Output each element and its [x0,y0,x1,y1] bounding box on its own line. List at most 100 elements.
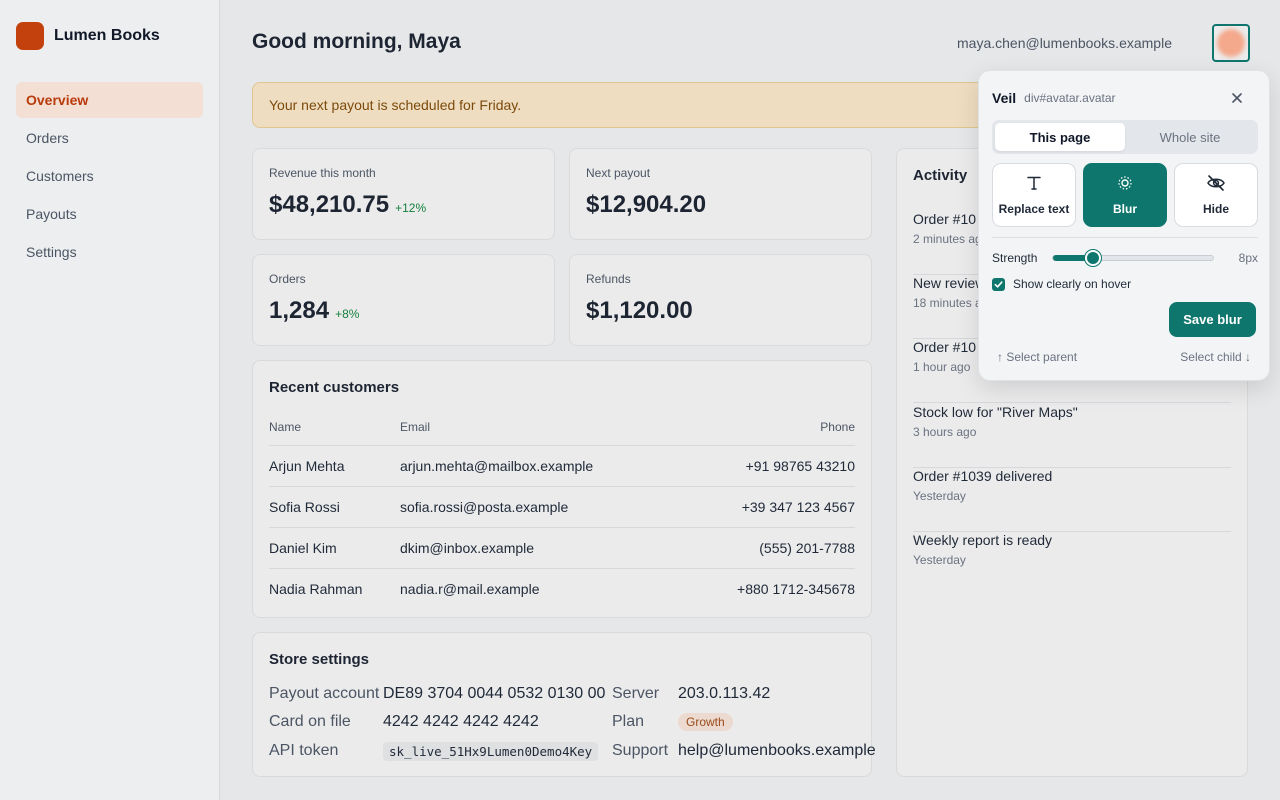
activity-title: Order #10 [913,339,977,355]
activity-item[interactable]: New review 18 minutes ago [913,275,1231,339]
stat-label: Orders [269,272,306,286]
activity-item[interactable]: Weekly report is ready Yesterday [913,532,1231,596]
checkbox-checked[interactable] [992,277,1005,291]
activity-item[interactable]: Order #10 1 hour ago [913,339,1231,403]
table-row[interactable]: Daniel Kim dkim@inbox.example (555) 201-… [269,527,855,569]
save-blur-button[interactable]: Save blur [1169,302,1256,337]
stat-delta: +12% [395,201,427,215]
customer-phone: (555) 201-7788 [682,527,855,569]
user-email: maya.chen@lumenbooks.example [957,35,1172,51]
setting-value-card: 4242 4242 4242 4242 [383,713,539,730]
plan-badge: Growth [678,713,733,731]
recent-customers-card: Recent customers Name Email Phone Arjun … [252,360,872,618]
activity-title: New review [913,275,986,291]
customer-phone: +39 347 123 4567 [682,486,855,528]
sidebar-item-payouts[interactable]: Payouts [26,206,77,222]
section-title: Activity [913,167,968,184]
select-child-button[interactable]: Select child ↓ [1180,350,1251,364]
avatar[interactable] [1212,24,1250,62]
activity-item[interactable]: Order #1039 delivered Yesterday [913,468,1231,532]
strength-slider[interactable] [1052,250,1214,266]
brand[interactable]: Lumen Books [16,22,203,50]
customer-email: dkim@inbox.example [400,527,683,569]
activity-item[interactable]: Stock low for "River Maps" 3 hours ago [913,404,1231,468]
mode-blur-button[interactable]: Blur [1083,163,1167,227]
mode-selector: Replace text Blur Hide [992,163,1258,227]
select-parent-button[interactable]: ↑ Select parent [997,350,1078,364]
activity-time: Yesterday [913,489,966,503]
mode-label: Replace text [998,202,1070,216]
table-row[interactable]: Arjun Mehta arjun.mehta@mailbox.example … [269,445,855,487]
sidebar-item-orders[interactable]: Orders [26,130,69,146]
customer-email: arjun.mehta@mailbox.example [400,445,683,487]
mode-label: Blur [1113,202,1137,216]
customer-name: Arjun Mehta [269,445,400,487]
api-token-value[interactable]: sk_live_51Hx9Lumen0Demo4Key [383,741,599,761]
column-header-name[interactable]: Name [269,409,400,446]
sidebar-nav: Overview Orders Customers Payouts Settin… [16,82,203,270]
mode-hide-button[interactable]: Hide [1174,163,1258,227]
stat-label: Next payout [586,166,651,180]
scope-tab-this-page[interactable]: This page [995,123,1125,151]
stat-number: $1,120.00 [586,297,693,324]
activity-title: Order #1039 delivered [913,468,1053,484]
column-header-phone[interactable]: Phone [682,409,855,446]
stat-label: Refunds [586,272,631,286]
customer-phone: +91 98765 43210 [682,445,855,487]
sidebar-item-settings[interactable]: Settings [26,244,77,260]
stat-value: $1,120.00 [586,297,693,325]
setting-row-server: Server 203.0.113.42 [612,683,770,705]
stat-value: $12,904.20 [586,191,706,219]
activity-title: Weekly report is ready [913,532,1053,548]
stat-number: $48,210.75 [269,191,390,218]
show-on-hover-option[interactable]: Show clearly on hover [992,276,1131,292]
setting-value-server: 203.0.113.42 [678,685,771,702]
section-title: Recent customers [269,379,400,396]
sidebar-item-customers[interactable]: Customers [26,168,94,184]
setting-value-support[interactable]: help@lumenbooks.example [678,742,876,759]
table-row[interactable]: Nadia Rahman nadia.r@mail.example +880 1… [269,568,855,609]
scope-tab-whole-site[interactable]: Whole site [1159,129,1221,145]
setting-label: API token [269,742,339,759]
stat-delta: +8% [335,307,360,321]
table-row[interactable]: Sofia Rossi sofia.rossi@posta.example +3… [269,486,855,528]
customer-name: Daniel Kim [269,527,400,569]
banner-text: Your next payout is scheduled for Friday… [269,97,522,113]
mode-replace-text-button[interactable]: Replace text [992,163,1076,227]
activity-title: Order #10 [913,211,977,227]
scope-toggle: This page Whole site [992,120,1258,154]
sidebar-item-overview[interactable]: Overview [16,82,203,118]
stat-value: $48,210.75 +12% [269,191,426,219]
setting-label: Payout account [269,685,380,702]
veil-footer: ↑ Select parent Select child ↓ [997,350,1251,364]
customer-name: Nadia Rahman [269,580,363,597]
strength-label: Strength [992,251,1038,265]
customer-name: Sofia Rossi [269,486,400,528]
table-header-row: Name Email Phone [269,409,855,446]
brand-logo-icon [16,22,44,50]
brand-name: Lumen Books [54,27,160,44]
setting-row-plan: Plan Growth [612,711,733,733]
store-settings-card: Store settings Payout account DE89 3704 … [252,632,876,777]
sidebar: Lumen Books Overview Orders Customers Pa… [0,0,220,800]
customer-email: sofia.rossi@posta.example [400,486,683,528]
activity-time: 2 minutes ago [913,232,989,246]
veil-target-selector: div#avatar.avatar [1024,91,1116,105]
mode-label: Hide [1202,202,1229,216]
slider-thumb[interactable] [1085,250,1101,266]
checkbox-label: Show clearly on hover [1013,277,1132,291]
avatar-icon [1217,29,1245,57]
veil-popover: Veil div#avatar.avatar This page Whole s… [978,70,1270,381]
setting-value-payout-account: DE89 3704 0044 0532 0130 00 [383,685,606,702]
setting-label: Server [612,685,660,702]
stat-card-next-payout: Next payout $12,904.20 [569,148,872,240]
stat-number: 1,284 [269,297,330,324]
stat-label: Revenue this month [269,166,376,180]
setting-label: Card on file [269,713,351,730]
setting-row-card: Card on file 4242 4242 4242 4242 [269,711,539,733]
setting-label: Support [612,742,669,759]
column-header-email[interactable]: Email [400,409,683,446]
setting-label: Plan [612,713,645,730]
close-icon[interactable] [1228,89,1246,107]
activity-time: 3 hours ago [913,425,977,439]
